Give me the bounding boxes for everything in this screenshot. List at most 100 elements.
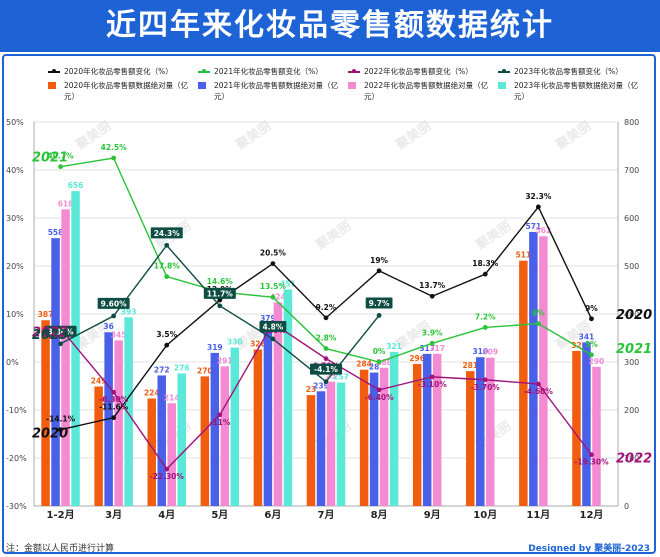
line-point <box>376 313 382 318</box>
line-point <box>535 204 541 210</box>
y-left-tick-label: -30% <box>6 502 27 511</box>
bar <box>230 347 240 506</box>
line-point <box>111 313 117 319</box>
line-value-label-box <box>97 297 130 309</box>
bar-value-label: 387 <box>38 310 54 319</box>
line-point <box>111 415 117 421</box>
watermark-text: 聚美丽 <box>472 218 514 254</box>
legend-line-swatch <box>48 69 60 73</box>
bar <box>41 320 50 506</box>
line-point <box>217 297 223 303</box>
bar-value-label: 284 <box>356 360 372 369</box>
bar <box>432 353 442 506</box>
line-value-label: -14.1% <box>46 415 76 424</box>
legend-label: 2023年化妆品零售额数据绝对量（亿元） <box>514 81 639 101</box>
bar-value-label: 288 <box>376 358 392 367</box>
line-point <box>429 340 435 346</box>
legend-label: 2020年化妆品零售额数据绝对量（亿元） <box>64 81 189 101</box>
bar-value-label: 239 <box>313 381 329 390</box>
line-value-label: 20.5% <box>260 249 287 258</box>
year-tag-left: 2022 <box>32 325 68 340</box>
line-value-label: 7.2% <box>475 312 496 321</box>
legend-line-swatch <box>198 69 210 73</box>
bar <box>200 376 210 506</box>
line-point <box>270 294 276 300</box>
legend-bar-swatch <box>198 82 206 89</box>
bar <box>476 357 485 506</box>
legend-label: 2022年化妆品零售额变化（%） <box>364 67 473 76</box>
bar-value-label: 618 <box>58 199 74 208</box>
chart-title: 近四年来化妆品零售额数据统计 <box>106 8 554 43</box>
legend-line-marker <box>352 69 356 73</box>
line-point <box>376 359 382 365</box>
line-value-label: 9.60% <box>101 299 128 308</box>
x-tick-label: 3月 <box>105 509 122 521</box>
year-tag-left: 2020 <box>32 427 68 442</box>
bar <box>422 353 432 506</box>
bar <box>177 373 186 506</box>
bar <box>592 366 601 506</box>
legend-line-marker <box>202 69 206 73</box>
y-left-tick-label: -10% <box>6 406 27 415</box>
bar <box>114 340 123 506</box>
line-value-label: 5% <box>585 340 598 349</box>
y-left-tick-label: -20% <box>6 454 27 463</box>
bar <box>466 371 475 506</box>
x-tick-label: 10月 <box>473 509 497 521</box>
line-value-label: 13.7% <box>419 281 446 290</box>
line-point <box>323 346 329 351</box>
bar-value-label: 23 <box>306 385 316 394</box>
bar-value-label: 276 <box>174 364 190 373</box>
y-right-tick-label: 800 <box>624 118 639 127</box>
bar <box>253 349 263 506</box>
y-right-tick-label: 500 <box>624 262 639 271</box>
line-series-2: 40.7% 42.5% 17.8% 14.6% 13.5% 2.8% 0% 3.9% 7.2% 8… <box>48 143 598 365</box>
bar-value-label: 511 <box>516 251 532 260</box>
line-point <box>58 427 63 433</box>
bar <box>336 382 346 506</box>
bar <box>167 403 176 506</box>
bar-value-label: 270 <box>197 366 213 375</box>
bar-value-label: 424 <box>270 292 286 301</box>
line-point <box>58 164 63 170</box>
series-line <box>60 157 592 363</box>
line-value-label: 18.3% <box>472 259 499 268</box>
x-tick-label: 6月 <box>264 509 281 521</box>
line-point <box>589 452 594 458</box>
bar-value-label: 341 <box>579 332 595 341</box>
bar-value-label: 317 <box>429 344 445 353</box>
watermark-text: 聚美丽 <box>312 218 354 254</box>
bar <box>359 369 369 506</box>
bar-value-label: 451 <box>280 280 296 289</box>
bar-value-label: 249 <box>91 376 107 385</box>
line-point <box>376 268 382 274</box>
bar-value-label: 281 <box>462 361 478 370</box>
y-left-tick-label: 40% <box>6 166 24 175</box>
bar-value-label: 345 <box>111 330 127 339</box>
bar <box>326 381 336 506</box>
line-point <box>164 466 170 472</box>
y-right-tick-label: 200 <box>624 406 639 415</box>
x-tick-label: 8月 <box>371 509 388 521</box>
bar <box>210 352 220 506</box>
bar <box>61 209 70 507</box>
line-value-label-box <box>365 297 393 309</box>
line-value-label: -19.30% <box>574 458 609 467</box>
bar <box>124 317 133 506</box>
bar-value-label: 28 <box>369 363 379 372</box>
x-tick-label: 11月 <box>526 509 550 521</box>
year-tag-left: 2021 <box>32 151 68 166</box>
line-point <box>482 377 488 383</box>
bar-value-label: 330 <box>227 338 243 347</box>
year-tag-right: 2021 <box>616 342 652 357</box>
x-tick-label: 4月 <box>158 509 175 521</box>
designer-credit: Designed by 聚美丽-2023 <box>528 544 650 554</box>
line-value-label: -3.10% <box>418 380 448 389</box>
line-point <box>270 336 276 342</box>
bar-value-label: 214 <box>164 393 180 402</box>
line-point <box>589 316 594 322</box>
line-value-label: 3.9% <box>422 328 443 337</box>
line-value-label: -4.1% <box>314 365 338 374</box>
line-value-label: 17.8% <box>154 262 181 271</box>
